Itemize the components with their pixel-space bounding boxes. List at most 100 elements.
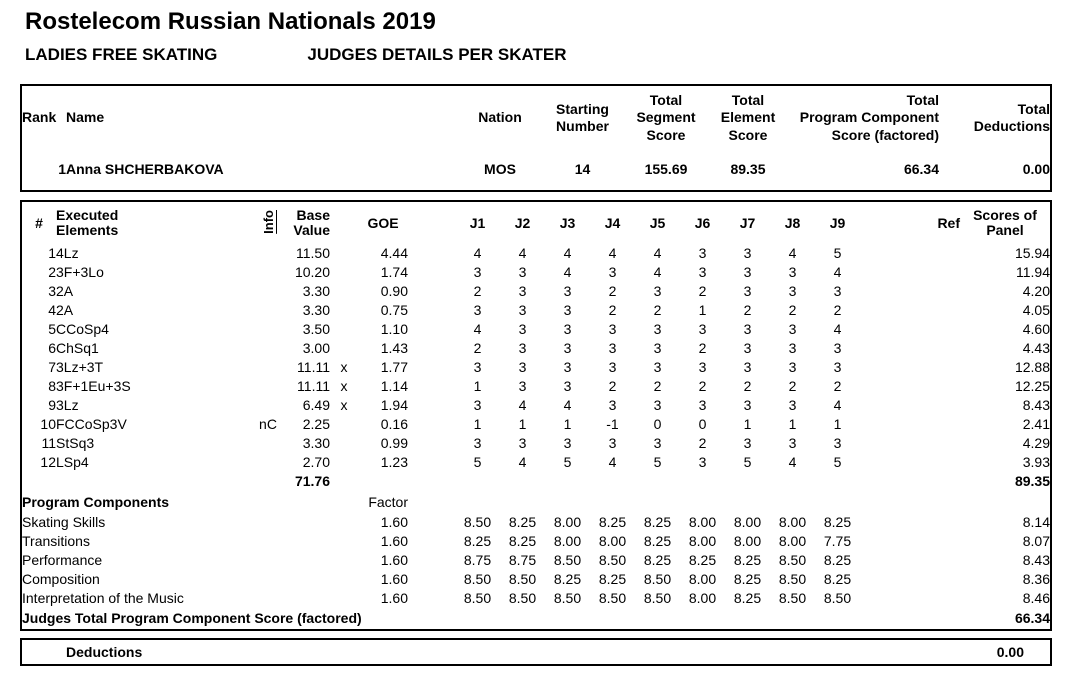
element-base-value: 2.25 <box>302 416 330 433</box>
judge-score: 3 <box>473 302 482 319</box>
element-row: 12 LSp4 2.70 1.23 5 4 5 4 5 3 5 <box>22 453 1050 472</box>
judge-score: 3 <box>608 321 617 338</box>
judge-score: 5 <box>563 454 572 471</box>
judge-component-score: 8.00 <box>553 514 582 531</box>
judge-score: 4 <box>563 264 572 281</box>
element-goe: 0.75 <box>380 302 408 319</box>
deductions-label: Deductions <box>66 644 143 660</box>
judges-total-label: Judges Total Program Component Score (fa… <box>22 610 362 627</box>
component-name: Skating Skills <box>22 514 106 531</box>
component-factor: 1.60 <box>380 533 408 550</box>
judge-score: 1 <box>563 416 572 433</box>
skater-summary-box: Rank Name Nation Starting Number Total S… <box>20 84 1052 192</box>
judge-score: 2 <box>653 302 662 319</box>
spacer <box>408 320 455 339</box>
segment-label: LADIES FREE SKATING <box>25 45 218 64</box>
total-segment-score-header: Total Segment Score <box>636 91 696 143</box>
element-base-value: 3.30 <box>302 302 330 319</box>
element-ref <box>860 453 960 472</box>
judge-component-score: 8.75 <box>463 552 492 569</box>
judge-score: 3 <box>608 340 617 357</box>
judge-2-header: J2 <box>514 214 531 231</box>
judge-score: 3 <box>743 283 752 300</box>
judge-score: 4 <box>833 321 842 338</box>
element-name: 3F+1Eu+3S <box>56 378 131 395</box>
element-name: LSp4 <box>56 454 89 471</box>
judge-score: 2 <box>698 283 707 300</box>
judge-component-score: 8.50 <box>463 514 492 531</box>
element-panel-score: 11.94 <box>1016 264 1050 281</box>
element-goe: 0.16 <box>380 416 408 433</box>
judge-score: 5 <box>653 454 662 471</box>
judge-score: -1 <box>606 416 619 433</box>
element-ref <box>860 434 960 453</box>
judge-9-header: J9 <box>829 214 846 231</box>
element-row: 9 3Lz 6.49 x 1.94 3 4 4 3 3 3 3 <box>22 396 1050 415</box>
judge-score: 4 <box>563 397 572 414</box>
element-info <box>256 358 280 377</box>
component-row: Skating Skills 1.60 8.50 8.25 8.00 8.25 … <box>22 513 1050 532</box>
element-panel-score: 8.43 <box>1022 397 1050 414</box>
judge-component-score: 8.25 <box>463 533 492 550</box>
judge-score: 2 <box>653 378 662 395</box>
spacer <box>408 244 455 263</box>
judge-score: 4 <box>518 454 527 471</box>
judge-component-score: 8.25 <box>823 514 852 531</box>
component-ref <box>860 570 960 589</box>
element-ref <box>860 282 960 301</box>
element-ref <box>860 244 960 263</box>
judge-score: 3 <box>473 264 482 281</box>
element-info <box>256 282 280 301</box>
element-row: 10 FCCoSp3V nC 2.25 0.16 1 1 1 -1 0 0 1 <box>22 415 1050 434</box>
judge-score: 4 <box>833 264 842 281</box>
skater-total-element-score: 89.35 <box>730 161 766 178</box>
judge-component-score: 8.50 <box>823 590 852 607</box>
element-name: 3Lz+3T <box>56 359 104 376</box>
judge-component-score: 8.00 <box>733 514 762 531</box>
judge-component-score: 8.50 <box>508 571 537 588</box>
element-info <box>256 453 280 472</box>
element-name: 3F+3Lo <box>56 264 104 281</box>
skater-rank: 1 <box>58 161 66 178</box>
element-info <box>256 434 280 453</box>
spacer <box>408 282 455 301</box>
spacer <box>408 202 455 244</box>
judge-component-score: 8.25 <box>598 514 627 531</box>
component-factor: 1.60 <box>380 590 408 607</box>
judge-component-score: 8.50 <box>508 590 537 607</box>
elements-header-row: # Executed Elements Info Base Value GOE … <box>22 202 1050 244</box>
number-header: # <box>35 214 43 231</box>
judge-component-score: 8.50 <box>643 571 672 588</box>
judge-score: 3 <box>743 245 752 262</box>
judge-component-score: 8.75 <box>508 552 537 569</box>
judge-score: 3 <box>653 397 662 414</box>
element-details-box: # Executed Elements Info Base Value GOE … <box>20 200 1052 631</box>
element-info <box>256 301 280 320</box>
element-name: FCCoSp3V <box>56 416 127 433</box>
component-factor: 1.60 <box>380 552 408 569</box>
judge-score: 2 <box>698 340 707 357</box>
judge-score: 3 <box>653 321 662 338</box>
judge-score: 3 <box>743 397 752 414</box>
element-row: 4 2A 3.30 0.75 3 3 3 2 2 1 2 <box>22 301 1050 320</box>
judge-score: 2 <box>743 302 752 319</box>
info-header: Info <box>260 209 276 234</box>
element-bonus-x <box>330 263 358 282</box>
component-name: Performance <box>22 552 103 569</box>
summary-header-row: Rank Name Nation Starting Number Total S… <box>22 86 1050 150</box>
element-name: CCoSp4 <box>56 321 109 338</box>
judge-score: 2 <box>608 302 617 319</box>
spacer <box>408 532 455 551</box>
component-panel-score: 8.36 <box>1022 571 1050 588</box>
judge-5-header: J5 <box>649 214 666 231</box>
judge-component-score: 8.25 <box>643 533 672 550</box>
element-totals-row: 71.76 89.35 <box>22 472 1050 491</box>
judge-score: 2 <box>788 302 797 319</box>
spacer <box>408 339 455 358</box>
judge-component-score: 8.50 <box>553 590 582 607</box>
element-bonus-x: x <box>340 378 348 395</box>
judge-score: 5 <box>473 454 482 471</box>
judge-score: 3 <box>563 340 572 357</box>
judge-score: 1 <box>833 416 842 433</box>
judge-score: 4 <box>518 245 527 262</box>
